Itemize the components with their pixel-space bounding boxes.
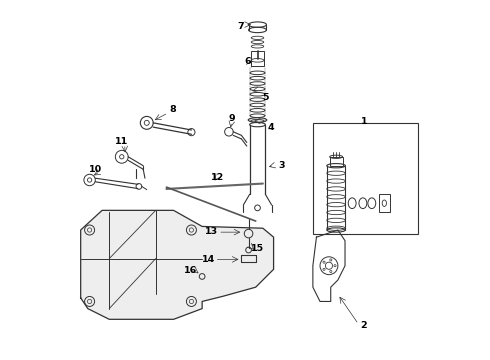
Text: 10: 10 (89, 166, 102, 175)
Text: 2: 2 (360, 321, 367, 330)
Text: 16: 16 (184, 266, 197, 275)
Text: 6: 6 (245, 57, 251, 66)
Text: 7: 7 (237, 22, 244, 31)
Text: 14: 14 (202, 255, 215, 264)
Text: 9: 9 (228, 114, 235, 123)
Bar (379, 194, 390, 212)
Bar (313, 123, 418, 234)
Text: 8: 8 (170, 105, 176, 114)
Text: 3: 3 (278, 161, 285, 170)
Bar (251, 51, 264, 66)
Ellipse shape (248, 118, 267, 122)
Text: 12: 12 (211, 173, 224, 182)
Text: 15: 15 (251, 244, 264, 253)
Text: 11: 11 (115, 137, 128, 146)
Bar (330, 157, 343, 166)
Polygon shape (81, 210, 273, 319)
Text: 1: 1 (361, 117, 368, 126)
Text: 4: 4 (268, 123, 274, 132)
Text: 5: 5 (263, 93, 269, 102)
Text: 13: 13 (205, 227, 219, 236)
